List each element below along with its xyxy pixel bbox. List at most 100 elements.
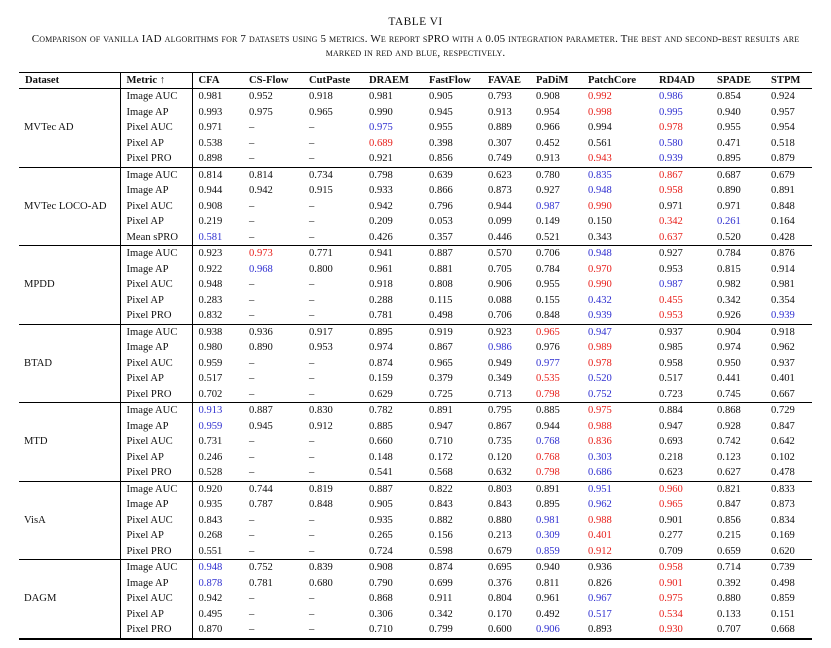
- value-cell-second-best: 0.981: [536, 514, 560, 526]
- value-cell-second-best: 0.520: [588, 373, 612, 385]
- metric-cell: Image AP: [120, 340, 193, 356]
- value-cell: 0.912: [309, 420, 333, 432]
- metric-cell: Pixel PRO: [120, 465, 193, 482]
- value-cell: 0.940: [717, 106, 741, 118]
- value-cell: 0.155: [536, 294, 560, 306]
- paper-table: Dataset Metric ↑ CFA CS-Flow CutPaste DRAEM Fa…: [19, 71, 812, 640]
- value-cell: 0.495: [198, 608, 223, 620]
- value-cell: 0.679: [482, 543, 530, 561]
- value-cell: 0.898: [192, 151, 243, 168]
- value-cell: 0.880: [717, 593, 741, 605]
- value-cell: 0.985: [659, 342, 683, 354]
- value-cell: 0.926: [711, 308, 765, 325]
- value-cell-best: 0.901: [659, 577, 683, 589]
- value-cell: 0.342: [429, 608, 453, 620]
- value-cell: 0.520: [711, 229, 765, 247]
- value-cell: –: [249, 593, 255, 605]
- value-cell: 0.935: [198, 499, 223, 511]
- value-cell: 0.804: [488, 593, 512, 605]
- value-cell: –: [243, 622, 303, 640]
- value-cell: –: [249, 357, 255, 369]
- value-cell: 0.099: [488, 216, 512, 228]
- value-cell: 0.839: [309, 562, 333, 574]
- table-row: Pixel PRO 0.551– –0.724 0.598 0.679 0.859 0.91…: [19, 543, 812, 561]
- value-cell-second-best: 0.859: [530, 543, 582, 561]
- value-cell: 0.958: [659, 357, 683, 369]
- metric-cell: Pixel AUC: [120, 198, 193, 215]
- value-cell: 0.771: [309, 248, 333, 260]
- value-cell: 0.908: [198, 200, 223, 212]
- value-cell: 0.848: [771, 200, 795, 212]
- value-cell: 0.893: [582, 622, 653, 640]
- value-cell: –: [303, 229, 363, 247]
- value-cell: 0.702: [192, 386, 243, 404]
- value-cell: 0.627: [711, 465, 765, 482]
- metric-cell: Pixel PRO: [120, 386, 193, 404]
- value-cell: 0.288: [369, 294, 393, 306]
- value-cell: 0.889: [488, 122, 512, 134]
- value-cell: 0.949: [488, 357, 512, 369]
- value-cell-best: 0.958: [659, 185, 683, 197]
- value-cell: 0.866: [429, 185, 453, 197]
- value-cell: 0.874: [429, 562, 453, 574]
- value-cell-best: 0.798: [530, 386, 582, 404]
- value-cell: 0.908: [369, 562, 393, 574]
- metric-cell: Image AUC: [120, 402, 193, 419]
- value-cell: 0.891: [771, 185, 795, 197]
- value-cell: 0.945: [249, 420, 273, 432]
- value-cell: 0.446: [482, 229, 530, 247]
- column-header: Metric ↑: [120, 71, 193, 90]
- value-cell: 0.955: [536, 279, 560, 291]
- metric-cell: Image AP: [120, 104, 193, 121]
- value-cell-second-best: 0.581: [192, 229, 243, 247]
- value-cell: 0.629: [363, 386, 423, 404]
- value-cell: 0.981: [369, 91, 393, 103]
- value-cell: –: [249, 451, 255, 463]
- value-cell: 0.265: [369, 530, 393, 542]
- value-cell: 0.971: [659, 200, 683, 212]
- value-cell-best: 0.534: [659, 608, 683, 620]
- value-cell: 0.781: [363, 308, 423, 325]
- value-cell: 0.922: [198, 263, 223, 275]
- value-cell: 0.744: [249, 483, 273, 495]
- value-cell: 0.887: [429, 248, 453, 260]
- value-cell: 0.150: [588, 216, 612, 228]
- value-cell: 0.695: [488, 562, 512, 574]
- value-cell-best: 0.992: [588, 91, 612, 103]
- value-cell: 0.598: [423, 543, 482, 561]
- value-cell: 0.680: [309, 577, 333, 589]
- value-cell-best: 0.990: [588, 200, 612, 212]
- table-row: Pixel AUC 0.948 – – 0.918 0.808 0.906 0.955 0.99…: [19, 277, 812, 293]
- value-cell: 0.961: [536, 593, 560, 605]
- value-cell-best: 0.973: [249, 248, 273, 260]
- value-cell: –: [243, 386, 303, 404]
- value-cell: 0.815: [717, 263, 741, 275]
- value-cell-second-best: 0.686: [582, 465, 653, 482]
- value-cell: 0.895: [711, 151, 765, 168]
- value-cell: 0.940: [536, 562, 560, 574]
- value-cell: 0.867: [429, 342, 453, 354]
- table-row: Pixel AP 0.517 – – 0.159 0.379 0.349 0.535 0.520…: [19, 371, 812, 387]
- value-cell: 0.808: [429, 279, 453, 291]
- value-cell: 0.953: [309, 342, 333, 354]
- column-header: CFA: [192, 71, 243, 90]
- value-cell-second-best: 0.947: [588, 326, 612, 338]
- value-cell: 0.784: [717, 248, 741, 260]
- table-row: Mean sPRO 0.581– –0.426 0.357 0.446 0.521 0.34…: [19, 229, 812, 247]
- metric-cell: Image AP: [120, 418, 193, 435]
- value-cell: –: [243, 308, 303, 325]
- value-cell: 0.848: [309, 499, 333, 511]
- value-cell: 0.306: [369, 608, 393, 620]
- value-cell: 0.859: [771, 593, 795, 605]
- value-cell: 0.891: [429, 405, 453, 417]
- value-cell: 0.679: [771, 169, 795, 181]
- value-cell-best: 0.975: [659, 593, 683, 605]
- value-cell: 0.088: [488, 294, 512, 306]
- value-cell: –: [303, 308, 363, 325]
- value-cell: 0.814: [249, 169, 273, 181]
- value-cell: 0.980: [198, 342, 223, 354]
- value-cell: 0.819: [309, 483, 333, 495]
- table-row: Pixel AUC 0.908 – – 0.942 0.796 0.944 0.987 0.99…: [19, 198, 812, 215]
- value-cell-second-best: 0.517: [588, 608, 612, 620]
- value-cell: 0.905: [429, 91, 453, 103]
